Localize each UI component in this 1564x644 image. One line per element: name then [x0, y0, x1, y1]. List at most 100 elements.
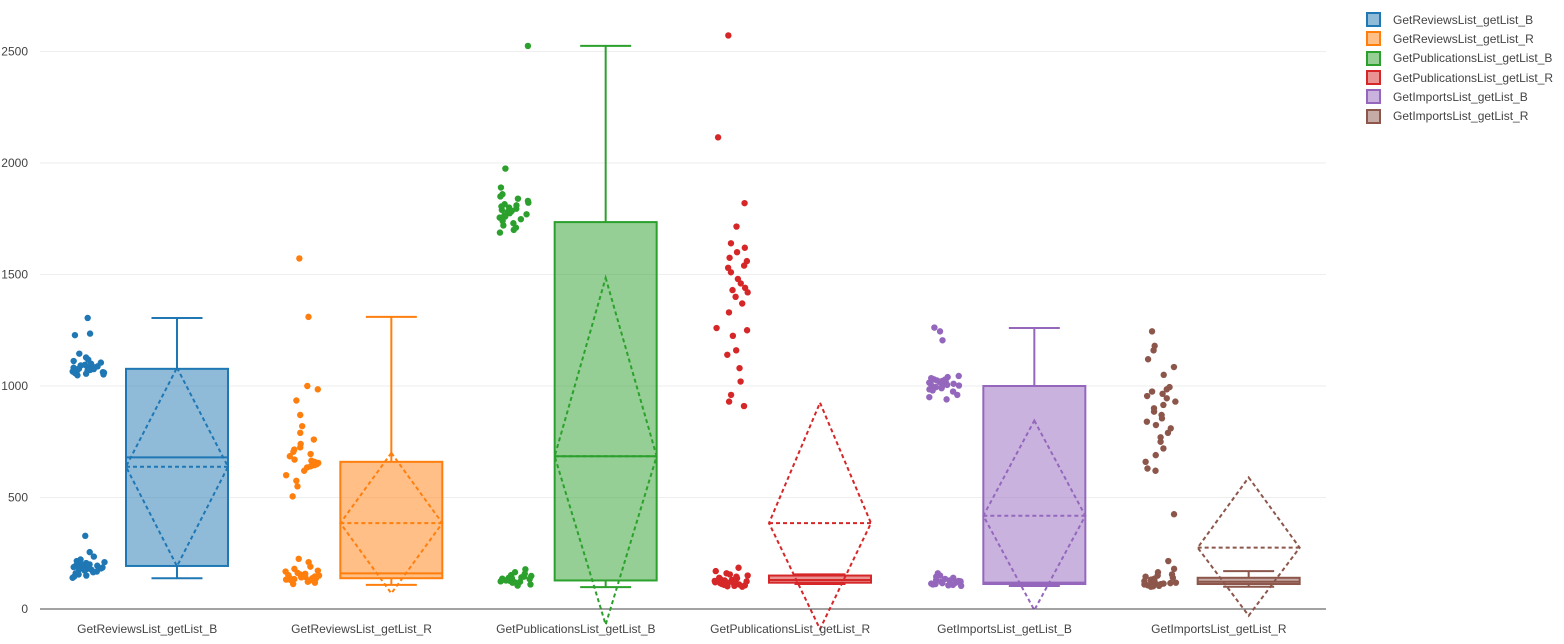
data-point: [1143, 392, 1151, 400]
data-point: [954, 391, 961, 399]
legend[interactable]: GetReviewsList_getList_B GetReviewsList_g…: [1366, 10, 1553, 126]
data-point: [305, 313, 312, 321]
data-point: [293, 397, 300, 404]
data-point: [1169, 574, 1177, 581]
data-point: [86, 548, 93, 556]
data-point: [729, 332, 737, 340]
data-point: [71, 331, 79, 339]
data-point: [1148, 388, 1156, 395]
data-point: [298, 422, 306, 430]
data-point: [496, 229, 504, 236]
y-tick-label: 2500: [1, 45, 28, 59]
data-point: [727, 391, 735, 399]
data-point: [737, 378, 744, 385]
data-point: [955, 382, 963, 389]
data-point: [939, 579, 946, 587]
data-point: [729, 286, 736, 294]
data-point: [1170, 363, 1178, 371]
legend-swatch: [1366, 70, 1381, 86]
legend-swatch: [1366, 89, 1381, 105]
data-point: [1152, 451, 1159, 459]
sd-diamond: [339, 451, 444, 596]
data-point: [291, 456, 298, 463]
data-point: [733, 223, 740, 230]
data-point: [740, 402, 748, 410]
data-point: [1172, 398, 1179, 405]
x-tick-label: GetReviewsList_getList_B: [77, 622, 217, 636]
legend-swatch: [1366, 31, 1381, 47]
data-point: [957, 582, 965, 590]
data-point: [510, 226, 517, 234]
data-point: [523, 211, 530, 218]
data-point: [1160, 401, 1167, 409]
data-point: [929, 387, 936, 394]
data-point: [726, 571, 734, 578]
data-point: [282, 472, 290, 479]
data-point: [926, 393, 933, 401]
data-point: [297, 411, 304, 419]
sd-diamond: [982, 418, 1087, 613]
data-point: [304, 382, 311, 390]
data-point: [735, 564, 742, 571]
data-point: [732, 347, 740, 354]
x-axis-tick-labels: GetReviewsList_getList_B GetReviewsList_g…: [77, 622, 1287, 636]
data-point: [1150, 408, 1158, 415]
data-point: [517, 215, 525, 223]
data-point: [300, 467, 308, 474]
data-point: [1155, 582, 1163, 590]
legend-item[interactable]: GetImportsList_getList_R: [1366, 106, 1553, 125]
data-point: [1164, 429, 1172, 437]
data-point: [1142, 458, 1149, 466]
data-point: [83, 572, 90, 579]
data-point: [74, 372, 81, 379]
data-point: [727, 240, 735, 247]
data-point: [739, 583, 746, 590]
data-point: [743, 327, 751, 334]
data-point: [1150, 347, 1157, 354]
data-point: [726, 254, 733, 261]
data-point: [297, 429, 304, 437]
data-point: [1163, 395, 1170, 402]
data-point: [506, 209, 513, 217]
data-point: [744, 289, 751, 296]
data-point: [524, 42, 532, 50]
data-point: [714, 134, 722, 141]
data-point: [1144, 356, 1152, 363]
data-point: [307, 563, 314, 570]
data-point: [294, 483, 301, 490]
iqr-box: [982, 385, 1087, 586]
data-point: [737, 280, 744, 287]
legend-label: GetImportsList_getList_B: [1393, 89, 1528, 104]
data-point: [929, 581, 937, 588]
data-point: [955, 372, 962, 380]
data-point: [1157, 434, 1164, 441]
data-point: [514, 582, 521, 589]
data-point: [297, 444, 304, 451]
legend-item[interactable]: GetPublicationsList_getList_B: [1366, 49, 1553, 68]
legend-item[interactable]: GetPublicationsList_getList_R: [1366, 68, 1553, 87]
data-point: [1170, 565, 1178, 573]
legend-item[interactable]: GetReviewsList_getList_R: [1366, 29, 1553, 48]
legend-label: GetPublicationsList_getList_R: [1393, 70, 1554, 85]
series-GetImportsList_getList_R: [1141, 328, 1301, 618]
y-tick-label: 1500: [1, 268, 28, 282]
legend-item[interactable]: GetImportsList_getList_B: [1366, 87, 1553, 106]
legend-swatch: [1366, 50, 1381, 66]
data-point: [527, 581, 534, 588]
data-point: [733, 575, 741, 582]
series-GetPublicationsList_getList_R: [711, 32, 873, 632]
data-point: [1152, 421, 1160, 429]
y-tick-label: 500: [8, 491, 28, 505]
data-point: [286, 453, 294, 460]
data-point: [725, 398, 733, 405]
data-point: [1163, 386, 1170, 393]
data-point: [304, 578, 311, 585]
y-tick-label: 0: [21, 602, 28, 616]
data-point: [497, 578, 504, 585]
data-point: [1160, 445, 1167, 452]
y-gridlines: [40, 51, 1326, 498]
y-axis-ticks: 0 500 1000 1500 2000 2500: [1, 45, 28, 617]
data-point: [943, 381, 951, 389]
data-point: [310, 436, 318, 443]
legend-item[interactable]: GetReviewsList_getList_B: [1366, 10, 1553, 29]
